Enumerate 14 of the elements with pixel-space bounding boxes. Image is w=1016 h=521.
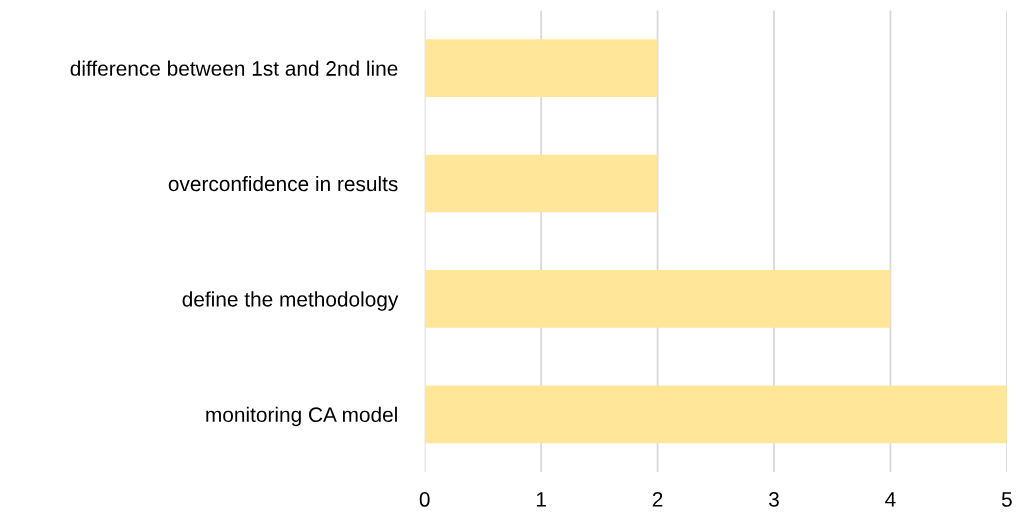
bar xyxy=(424,39,658,97)
bar xyxy=(424,154,658,213)
y-tick-label: overconfidence in results xyxy=(168,175,398,192)
x-tick-label: 1 xyxy=(536,492,546,507)
x-tick-label: 0 xyxy=(419,492,430,507)
x-tick-label: 5 xyxy=(1001,492,1012,507)
bar xyxy=(424,385,1007,444)
x-tick-label: 2 xyxy=(652,492,663,507)
y-tick-label: monitoring CA model xyxy=(206,406,397,427)
y-tick-label: define the methodology xyxy=(182,291,399,311)
x-tick-label: 3 xyxy=(768,492,779,507)
x-tick-label: 4 xyxy=(885,492,896,507)
bar xyxy=(424,270,891,328)
y-tick-label: difference between 1st and 2nd line xyxy=(70,60,398,76)
